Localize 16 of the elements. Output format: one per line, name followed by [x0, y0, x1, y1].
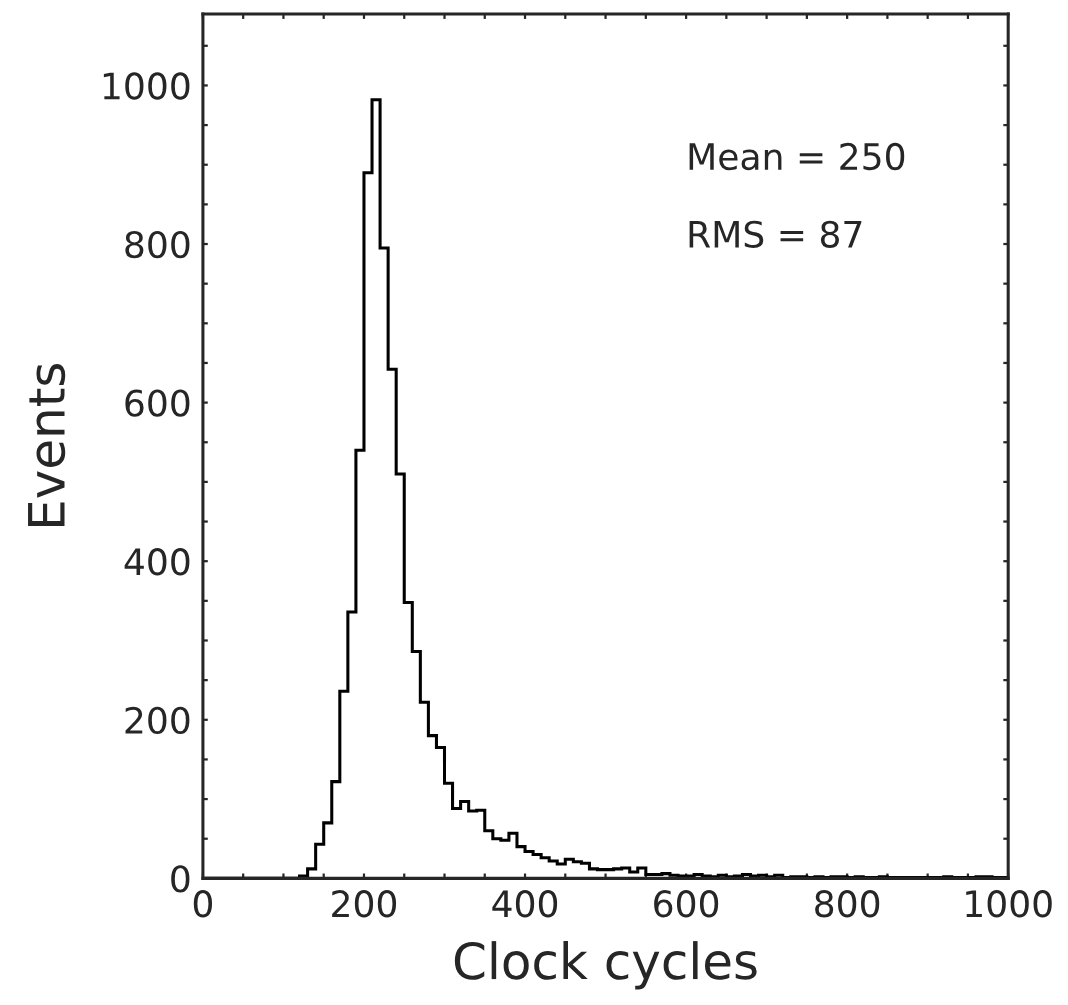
y-tick-label: 0	[171, 865, 190, 893]
x-tick-label: 400	[492, 890, 558, 918]
y-tick-label: 400	[124, 548, 190, 576]
y-tick-label: 200	[125, 706, 190, 735]
x-tick-label: 1000	[966, 890, 1052, 918]
annotation: RMS = 87	[689, 220, 862, 248]
y-axis-title: Events	[28, 364, 66, 526]
x-tick-label: 600	[654, 890, 719, 918]
y-tick-label: 1000	[103, 72, 190, 100]
y-tick-label: 800	[125, 230, 190, 259]
x-tick-label: 0	[193, 890, 213, 918]
x-tick-label: 200	[332, 890, 397, 918]
x-tick-label: 800	[815, 890, 880, 918]
y-tick-label: 600	[125, 389, 190, 417]
x-axis-title: Clock cycles	[454, 941, 757, 990]
annotation: Mean = 250	[689, 142, 905, 171]
